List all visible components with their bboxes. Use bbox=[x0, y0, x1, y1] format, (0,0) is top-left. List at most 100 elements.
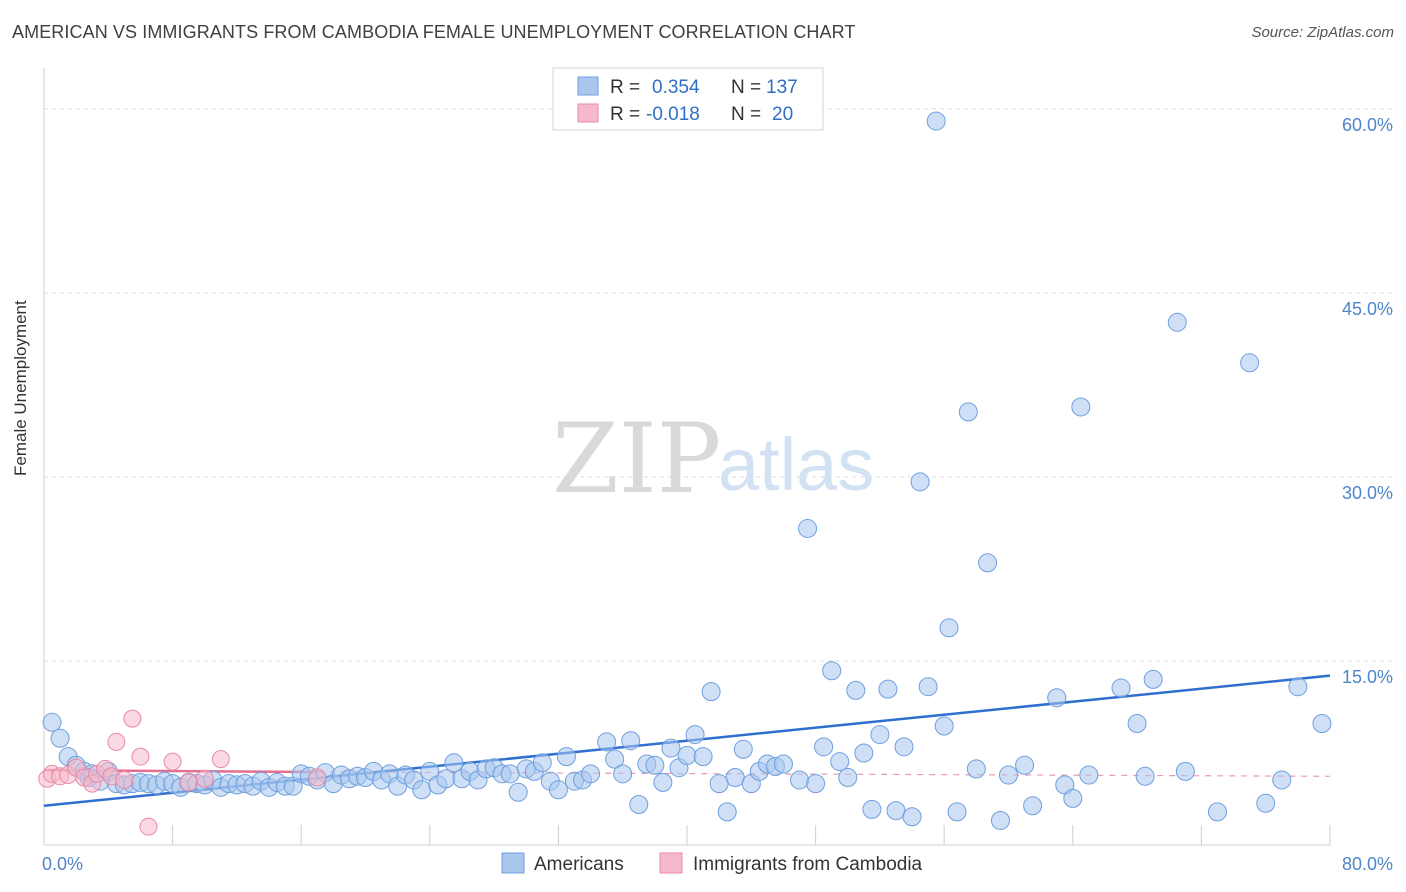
data-point bbox=[958, 402, 978, 422]
data-point bbox=[1240, 353, 1260, 373]
data-point bbox=[115, 770, 134, 789]
data-point bbox=[131, 747, 150, 766]
data-point bbox=[1288, 677, 1308, 697]
axes bbox=[43, 68, 1331, 846]
data-point bbox=[862, 799, 882, 819]
legend-n-value-cambodia: 20 bbox=[772, 104, 793, 125]
y-tick-label: 60.0% bbox=[1342, 115, 1393, 135]
data-point bbox=[934, 716, 954, 736]
data-point bbox=[910, 472, 930, 492]
data-point bbox=[1063, 788, 1083, 808]
data-point bbox=[1127, 714, 1147, 734]
data-point bbox=[42, 712, 62, 732]
data-point bbox=[717, 802, 737, 822]
data-point bbox=[878, 679, 898, 699]
legend-r-label-cambodia: R = bbox=[610, 104, 640, 125]
data-point bbox=[1047, 688, 1067, 708]
data-point bbox=[773, 754, 793, 774]
data-point bbox=[508, 782, 528, 802]
bottom-legend-label-cambodia: Immigrants from Cambodia bbox=[693, 854, 923, 875]
legend-n-value-americans: 137 bbox=[766, 77, 798, 98]
data-point bbox=[701, 682, 721, 702]
data-point bbox=[605, 749, 625, 769]
data-point bbox=[830, 752, 850, 772]
data-point bbox=[500, 764, 520, 784]
x-tick-label-max: 80.0% bbox=[1342, 854, 1393, 874]
legend-n-label-americans: N = bbox=[731, 77, 761, 98]
data-point bbox=[1071, 397, 1091, 417]
data-point bbox=[1135, 766, 1155, 786]
data-point bbox=[886, 801, 906, 821]
data-point bbox=[1143, 669, 1163, 689]
data-point bbox=[653, 772, 673, 792]
data-point bbox=[139, 817, 158, 836]
y-axis-label: Female Unemployment bbox=[11, 300, 30, 476]
data-point bbox=[709, 774, 729, 794]
data-point bbox=[1175, 761, 1195, 781]
chart-title: AMERICAN VS IMMIGRANTS FROM CAMBODIA FEM… bbox=[12, 22, 856, 42]
tick-labels: Female Unemployment 15.0% 30.0% 45.0% 60.0%… bbox=[11, 115, 1393, 874]
bottom-legend-swatch-cambodia bbox=[659, 852, 683, 874]
data-point bbox=[211, 750, 230, 769]
data-point bbox=[1272, 770, 1292, 790]
data-point bbox=[939, 618, 959, 638]
watermark-zip: ZIP bbox=[552, 403, 721, 515]
data-point bbox=[621, 731, 641, 751]
data-point bbox=[902, 807, 922, 827]
legend-n-label-cambodia: N = bbox=[731, 104, 761, 125]
y-tick-label: 15.0% bbox=[1342, 667, 1393, 687]
data-point bbox=[926, 111, 946, 131]
grid-lines bbox=[44, 108, 1392, 662]
watermark: ZIP atlas bbox=[552, 403, 874, 515]
data-point bbox=[556, 747, 576, 767]
data-point bbox=[1023, 796, 1043, 816]
data-point bbox=[990, 810, 1010, 830]
legend-top: R = 0.354 N = 137 R = -0.018 N = 20 bbox=[552, 67, 824, 131]
data-point bbox=[978, 553, 998, 573]
data-point bbox=[918, 677, 938, 697]
data-point bbox=[1111, 678, 1131, 698]
data-point bbox=[661, 738, 681, 758]
x-tick-label-min: 0.0% bbox=[42, 854, 83, 874]
data-points bbox=[38, 111, 1332, 836]
data-point bbox=[677, 745, 697, 765]
data-point bbox=[999, 765, 1018, 785]
legend-bottom: Americans Immigrants from Cambodia bbox=[501, 852, 923, 875]
data-point bbox=[966, 759, 986, 779]
bottom-legend-swatch-americans bbox=[501, 852, 525, 874]
legend-r-value-cambodia: -0.018 bbox=[646, 104, 700, 125]
data-point bbox=[548, 780, 568, 800]
chart-source: Source: ZipAtlas.com bbox=[1251, 24, 1394, 41]
data-point bbox=[179, 773, 198, 792]
bottom-legend-label-americans: Americans bbox=[534, 854, 624, 875]
data-point bbox=[894, 737, 914, 757]
data-point bbox=[1207, 802, 1227, 822]
data-point bbox=[532, 753, 552, 773]
data-point bbox=[436, 769, 456, 789]
data-point bbox=[846, 680, 866, 700]
data-point bbox=[1312, 714, 1332, 734]
data-point bbox=[798, 518, 818, 538]
legend-swatch-cambodia bbox=[577, 103, 599, 123]
data-point bbox=[822, 661, 842, 681]
data-point bbox=[1256, 793, 1276, 813]
legend-r-value-americans: 0.354 bbox=[652, 77, 700, 98]
data-point bbox=[733, 739, 753, 759]
data-point bbox=[412, 780, 432, 800]
data-point bbox=[1167, 312, 1187, 332]
legend-r-label-americans: R = bbox=[610, 77, 640, 98]
data-point bbox=[838, 768, 858, 788]
data-point bbox=[613, 764, 633, 784]
data-point bbox=[163, 752, 182, 771]
data-point bbox=[597, 732, 617, 752]
data-point bbox=[790, 770, 810, 790]
data-point bbox=[870, 725, 890, 745]
data-point bbox=[685, 725, 705, 745]
data-point bbox=[629, 795, 649, 815]
data-point bbox=[806, 774, 826, 794]
data-point bbox=[645, 755, 665, 775]
data-point bbox=[1079, 765, 1099, 785]
data-point bbox=[50, 728, 70, 748]
data-point bbox=[444, 753, 464, 773]
